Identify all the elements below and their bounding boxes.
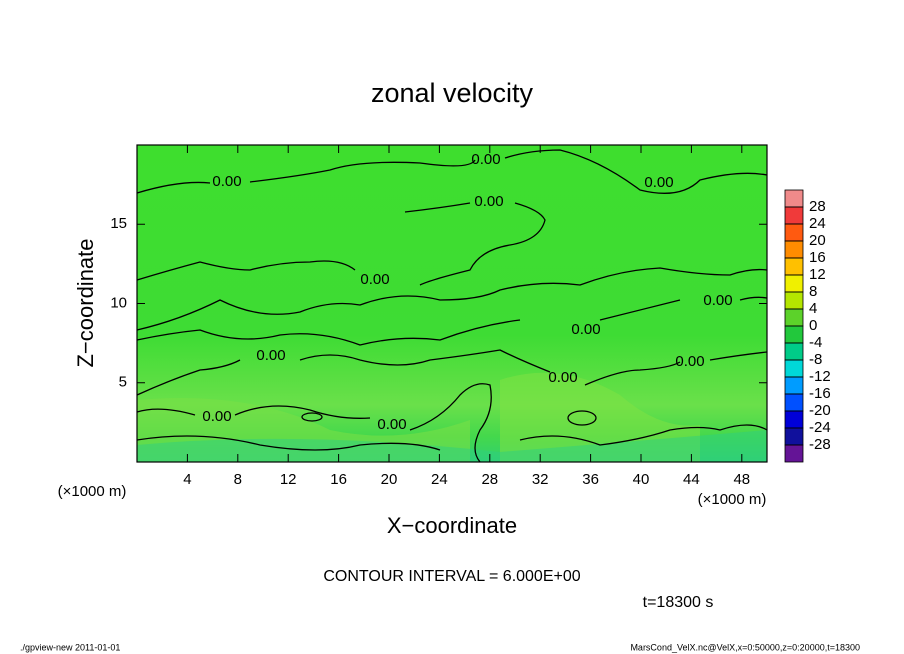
x-tick-label: 48	[733, 471, 750, 488]
y-tick-label: 10	[110, 294, 127, 311]
contour-label: 0.00	[571, 321, 600, 338]
x-unit-label: (×1000 m)	[58, 483, 127, 500]
colorbar-label: -24	[809, 419, 831, 436]
contour-line	[136, 383, 492, 463]
contour-label: 0.00	[703, 292, 732, 309]
x-tick-label: 20	[381, 471, 398, 488]
x-tick-label: 44	[683, 471, 700, 488]
contour-field	[137, 145, 767, 462]
contour-line	[136, 424, 768, 451]
chart-title: zonal velocity	[371, 78, 534, 108]
x-tick-label: 40	[633, 471, 650, 488]
x-axis-label: X−coordinate	[387, 513, 517, 538]
contour-label: 0.00	[377, 416, 406, 433]
contour-line	[136, 149, 768, 194]
colorbar-box	[784, 427, 804, 446]
colorbar-label: 12	[809, 266, 826, 283]
colorbar-box	[784, 325, 804, 344]
colorbar-label: 24	[809, 215, 826, 232]
colorbar-box	[784, 444, 804, 463]
time-label: t=18300 s	[643, 594, 714, 611]
colorbar-box	[784, 359, 804, 378]
contour-interval: CONTOUR INTERVAL = 6.000E+00	[323, 568, 580, 585]
contour-label: 0.00	[202, 408, 231, 425]
colorbar-box	[784, 376, 804, 395]
contour-line	[567, 410, 597, 426]
colorbar-box	[784, 274, 804, 293]
colorbar-box	[784, 206, 804, 225]
colorbar-box	[784, 342, 804, 361]
colorbar-label: -4	[809, 334, 822, 351]
colorbar-label: 0	[809, 317, 817, 334]
contour-line	[301, 412, 323, 422]
colorbar-label: -8	[809, 351, 822, 368]
colorbar-label: -12	[809, 368, 831, 385]
colorbar-label: 20	[809, 232, 826, 249]
contour-label: 0.00	[675, 353, 704, 370]
contour-line	[136, 296, 768, 346]
contour-label: 0.00	[644, 174, 673, 191]
x-tick-label: 36	[582, 471, 599, 488]
contour-label: 0.00	[212, 173, 241, 190]
contour-label: 0.00	[256, 347, 285, 364]
colorbar-label: -20	[809, 402, 831, 419]
colorbar-label: 4	[809, 300, 817, 317]
contour-label: 0.00	[474, 193, 503, 210]
contour-label: 0.00	[360, 271, 389, 288]
colorbar-box	[784, 410, 804, 429]
colorbar-label: 8	[809, 283, 817, 300]
contour-line	[136, 260, 356, 281]
contour-line	[136, 349, 768, 396]
x-tick-label: 12	[280, 471, 297, 488]
footer-right: MarsCond_VelX.nc@VelX,x=0:50000,z=0:2000…	[630, 642, 860, 652]
colorbar-box	[784, 189, 804, 208]
field-shade	[500, 372, 700, 462]
contour-label: 0.00	[471, 151, 500, 168]
x-tick-label: 28	[481, 471, 498, 488]
x-tick-label: 16	[330, 471, 347, 488]
colorbar-box	[784, 257, 804, 276]
contour-label: 0.00	[548, 369, 577, 386]
colorbar-box	[784, 393, 804, 412]
x-tick-label: 4	[183, 471, 191, 488]
field-shade	[137, 430, 767, 462]
x-unit-label: (×1000 m)	[698, 491, 767, 508]
colorbar-label: 28	[809, 198, 826, 215]
x-tick-label: 24	[431, 471, 448, 488]
colorbar-label: -28	[809, 436, 831, 453]
colorbar-box	[784, 240, 804, 259]
y-tick-label: 15	[110, 215, 127, 232]
colorbar-label: -16	[809, 385, 831, 402]
x-tick-label: 32	[532, 471, 549, 488]
colorbar-box	[784, 291, 804, 310]
contour-lines	[136, 149, 768, 463]
colorbar-box	[784, 308, 804, 327]
y-tick-label: 5	[119, 374, 127, 391]
contour-line	[404, 202, 546, 286]
y-axis-label: Z−coordinate	[73, 238, 98, 367]
x-tick-label: 8	[234, 471, 242, 488]
colorbar-box	[784, 223, 804, 242]
contour-line	[136, 267, 768, 331]
footer-left: ./gpview-new 2011-01-01	[20, 642, 120, 652]
colorbar-label: 16	[809, 249, 826, 266]
